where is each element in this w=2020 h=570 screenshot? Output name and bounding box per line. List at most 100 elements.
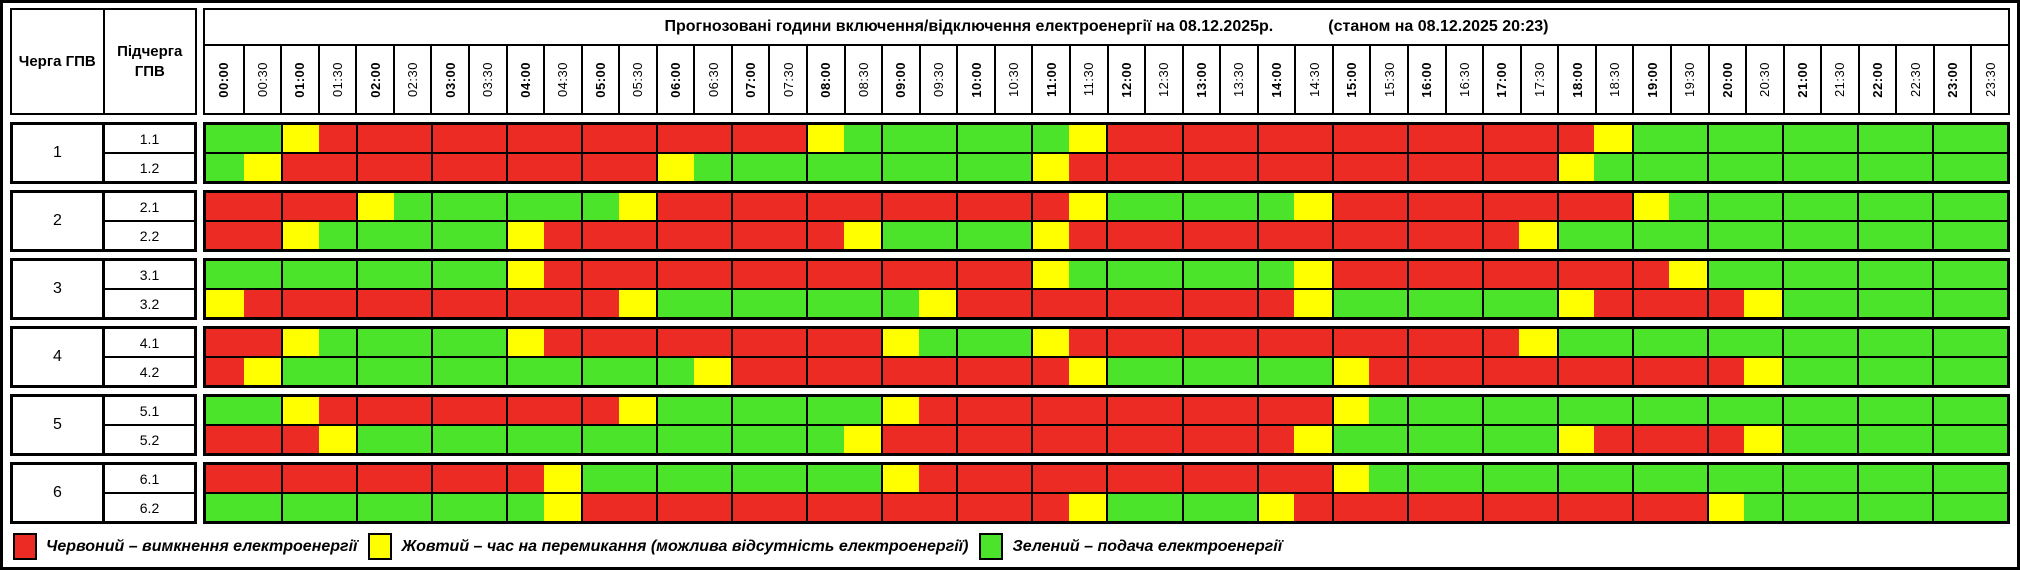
- cell-6.2-01:30-on: [318, 494, 357, 521]
- cell-4.2-08:30-off: [843, 358, 882, 385]
- cell-3.1-10:30-off: [993, 261, 1032, 288]
- cell-5.2-10:30-off: [993, 426, 1032, 453]
- cell-6.2-11:30-switching: [1068, 494, 1107, 521]
- time-slot-label: 06:30: [693, 46, 731, 113]
- cell-2.2-02:00-on: [356, 222, 394, 249]
- cell-4.2-21:00-on: [1781, 358, 1820, 385]
- cell-2.1-12:00-on: [1106, 193, 1145, 220]
- cell-5.2-04:00-on: [506, 426, 544, 453]
- cell-1.2-13:00-off: [1181, 154, 1220, 181]
- cell-5.1-16:30-on: [1444, 397, 1482, 424]
- cell-6.2-19:30-off: [1669, 494, 1707, 521]
- cell-2.1-22:00-on: [1856, 193, 1895, 220]
- cell-1.2-15:30-off: [1369, 154, 1407, 181]
- cell-6.1-14:00-off: [1256, 465, 1295, 492]
- cell-2.1-10:00-off: [956, 193, 994, 220]
- cell-5.2-05:00-on: [581, 426, 619, 453]
- subqueue-label: 4.1: [139, 334, 160, 351]
- cell-4.2-03:30-on: [468, 358, 507, 385]
- cell-1.1-07:30-off: [768, 125, 807, 152]
- cell-3.1-23:30-on: [1969, 261, 2007, 288]
- cell-3.1-03:00-on: [431, 261, 469, 288]
- cell-1.1-09:30-on: [918, 125, 957, 152]
- schedule-grid: [203, 258, 2010, 320]
- cell-6.2-16:30-off: [1444, 494, 1482, 521]
- cell-2.1-22:30-on: [1894, 193, 1932, 220]
- time-slot-label: 10:00: [956, 46, 994, 113]
- cell-4.1-11:00-switching: [1031, 329, 1069, 356]
- cell-5.1-11:00-off: [1031, 397, 1069, 424]
- cell-6.2-06:30-off: [693, 494, 732, 521]
- cell-3.1-04:30-off: [543, 261, 582, 288]
- cell-2.2-11:30-off: [1068, 222, 1107, 249]
- cell-1.1-00:00-on: [206, 125, 244, 152]
- cell-3.2-12:00-off: [1106, 290, 1145, 317]
- cell-6.2-13:00-on: [1181, 494, 1220, 521]
- cell-4.2-11:30-switching: [1068, 358, 1107, 385]
- cell-5.2-09:30-off: [918, 426, 957, 453]
- cell-3.2-14:30-switching: [1294, 290, 1332, 317]
- cell-3.1-11:00-switching: [1031, 261, 1069, 288]
- cell-3.2-02:30-off: [393, 290, 432, 317]
- cell-1.1-01:30-off: [318, 125, 357, 152]
- cell-2.1-01:00-off: [281, 193, 319, 220]
- cell-3.2-05:00-off: [581, 290, 619, 317]
- cell-5.2-22:30-on: [1894, 426, 1932, 453]
- time-slot-label: 02:30: [392, 46, 431, 113]
- cell-4.1-14:30-off: [1294, 329, 1332, 356]
- time-slot-label: 12:30: [1144, 46, 1182, 113]
- cell-6.1-03:00-off: [431, 465, 469, 492]
- cell-5.1-07:30-on: [768, 397, 807, 424]
- legend-label-red: Червоний – вимкнення електроенергії: [46, 537, 358, 555]
- cell-6.2-12:30-on: [1144, 494, 1182, 521]
- cell-5.2-15:00-on: [1331, 426, 1370, 453]
- cell-6.1-04:00-off: [506, 465, 544, 492]
- cell-6.2-18:00-off: [1556, 494, 1595, 521]
- cell-5.2-16:30-on: [1444, 426, 1482, 453]
- cell-1.1-03:00-off: [431, 125, 469, 152]
- cell-1.2-19:00-on: [1631, 154, 1670, 181]
- cell-5.2-16:00-on: [1406, 426, 1445, 453]
- cell-1.2-20:30-on: [1744, 154, 1782, 181]
- cell-3.2-23:30-on: [1969, 290, 2007, 317]
- time-slot-label: 00:30: [242, 46, 281, 113]
- cell-2.1-19:30-on: [1669, 193, 1707, 220]
- cell-2.2-19:30-on: [1669, 222, 1707, 249]
- cell-1.1-06:30-off: [693, 125, 732, 152]
- cell-2.1-20:00-on: [1706, 193, 1745, 220]
- cell-5.1-18:30-on: [1594, 397, 1632, 424]
- legend-label-yellow: Жовтий – час на перемикання (можлива від…: [401, 537, 969, 555]
- cell-6.1-08:00-on: [806, 465, 844, 492]
- cell-4.1-18:30-on: [1594, 329, 1632, 356]
- cell-1.1-05:30-off: [618, 125, 657, 152]
- cell-1.1-12:00-off: [1106, 125, 1145, 152]
- cell-4.1-01:30-on: [318, 329, 357, 356]
- cell-2.1-00:00-off: [206, 193, 244, 220]
- cell-1.1-20:30-on: [1744, 125, 1782, 152]
- cell-6.1-04:30-switching: [543, 465, 582, 492]
- cell-1.2-05:30-off: [618, 154, 657, 181]
- cell-4.1-14:00-off: [1256, 329, 1295, 356]
- cell-1.2-22:30-on: [1894, 154, 1932, 181]
- cell-5.1-17:00-on: [1481, 397, 1520, 424]
- cell-3.1-01:00-on: [281, 261, 319, 288]
- cell-2.1-13:30-on: [1219, 193, 1257, 220]
- as-of-timestamp: (станом на 08.12.2025 20:23): [1328, 18, 1549, 35]
- cell-5.2-02:00-on: [356, 426, 394, 453]
- legend-item-yellow: Жовтий – час на перемикання (можлива від…: [368, 533, 968, 560]
- cell-2.2-16:00-off: [1406, 222, 1445, 249]
- cell-6.1-14:30-off: [1294, 465, 1332, 492]
- cell-5.1-13:30-off: [1219, 397, 1257, 424]
- cell-2.1-13:00-on: [1181, 193, 1220, 220]
- cell-3.2-13:00-off: [1181, 290, 1220, 317]
- cell-4.2-09:00-off: [881, 358, 919, 385]
- cell-2.2-23:30-on: [1969, 222, 2007, 249]
- subqueue-label: 2.2: [105, 220, 194, 249]
- cell-1.2-01:00-off: [281, 154, 319, 181]
- cell-2.1-04:00-on: [506, 193, 544, 220]
- cell-2.1-02:30-on: [393, 193, 432, 220]
- cell-1.1-22:30-on: [1894, 125, 1932, 152]
- cell-5.1-19:30-on: [1669, 397, 1707, 424]
- queue-group-2: 2 2.1 2.2: [10, 190, 2010, 252]
- time-slot-label: 04:00: [505, 46, 544, 113]
